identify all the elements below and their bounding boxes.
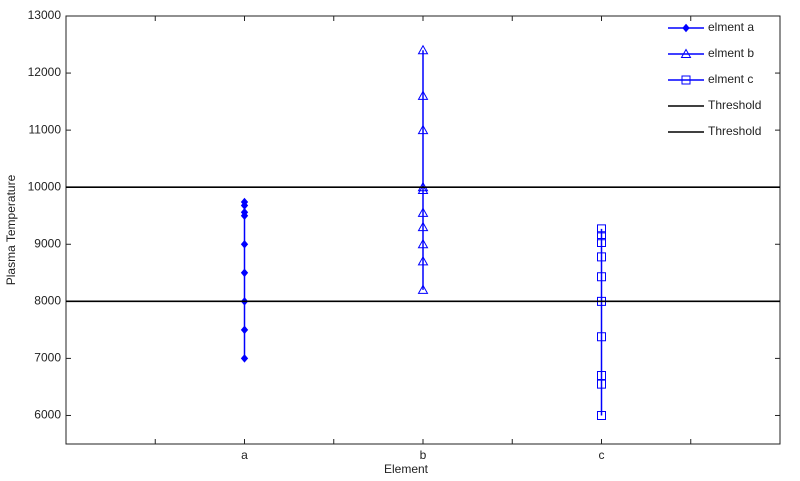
marker	[417, 255, 429, 266]
legend-label: elment c	[708, 72, 753, 86]
marker	[597, 410, 606, 420]
marker	[597, 252, 606, 262]
marker	[417, 238, 429, 249]
marker	[597, 296, 606, 306]
y-tick-label: 8000	[34, 294, 61, 308]
marker	[240, 325, 249, 335]
y-tick-label: 6000	[34, 408, 61, 422]
x-tick-label: b	[420, 448, 427, 462]
marker	[417, 221, 429, 232]
y-tick-label: 12000	[28, 65, 62, 79]
marker	[240, 208, 249, 217]
marker	[597, 231, 606, 241]
y-tick-label: 10000	[28, 179, 62, 193]
marker	[417, 184, 429, 195]
legend-label: Threshold	[708, 124, 761, 138]
marker	[597, 238, 606, 248]
marker	[417, 44, 429, 55]
marker	[240, 268, 249, 278]
y-tick-label: 11000	[29, 122, 62, 136]
marker	[682, 23, 690, 33]
marker	[240, 239, 249, 249]
x-tick-label: c	[599, 448, 605, 462]
y-axis-label: Plasma Temperature	[4, 174, 18, 285]
marker	[417, 90, 429, 100]
marker	[240, 197, 249, 207]
marker	[240, 354, 249, 363]
x-tick-label: a	[241, 448, 248, 462]
legend-label: elment a	[708, 20, 754, 34]
marker	[417, 207, 429, 217]
marker	[417, 284, 429, 294]
legend-label: Threshold	[708, 98, 761, 112]
marker	[597, 224, 606, 234]
marker	[680, 48, 692, 58]
y-tick-label: 13000	[28, 8, 62, 22]
legend-label: elment b	[708, 46, 754, 60]
marker	[597, 371, 606, 381]
marker	[597, 332, 606, 342]
y-tick-label: 9000	[34, 236, 61, 250]
marker	[681, 75, 691, 85]
y-tick-label: 7000	[34, 351, 61, 365]
x-axis-label: Element	[384, 462, 429, 476]
marker	[417, 124, 429, 135]
marker	[597, 379, 606, 389]
marker	[597, 272, 606, 282]
